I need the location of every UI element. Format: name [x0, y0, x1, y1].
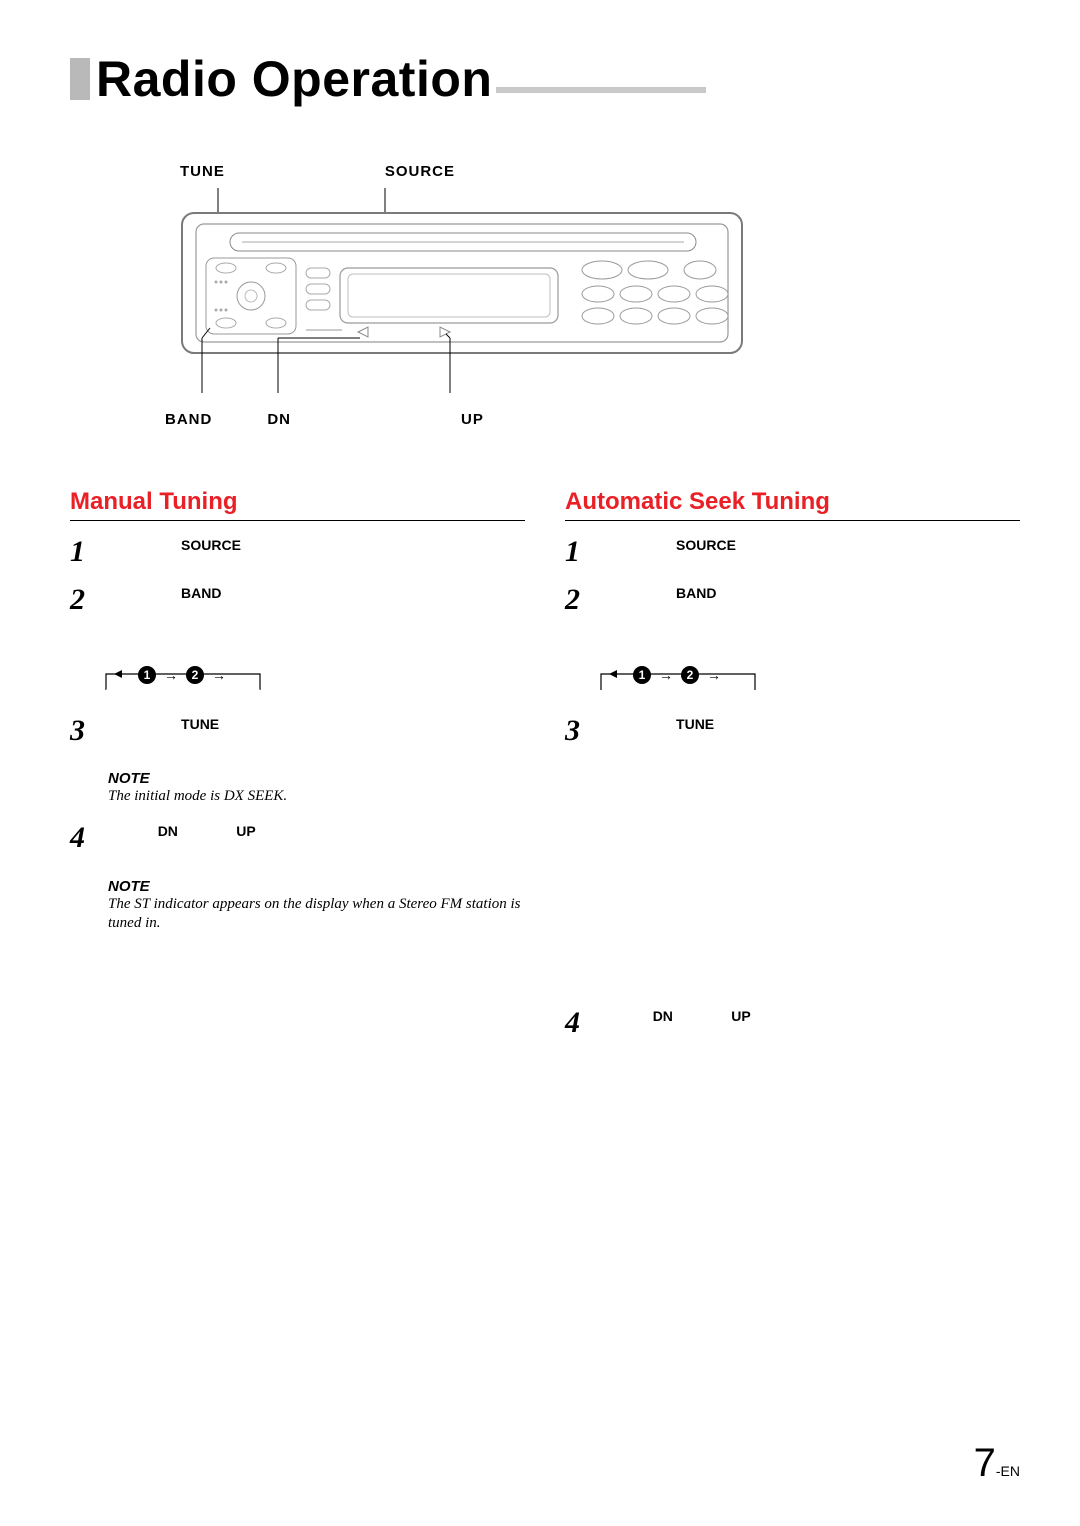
title-accent — [70, 58, 90, 100]
arrow-icon: → — [212, 667, 226, 683]
title-tail — [496, 87, 706, 93]
loop-2: 2 — [186, 666, 204, 684]
step-bold: DN — [653, 1008, 673, 1024]
arrow-icon: → — [707, 667, 721, 683]
step-bold: SOURCE — [181, 537, 241, 553]
callout-band: BAND — [165, 411, 212, 428]
radio-diagram — [70, 188, 1020, 403]
step-bold: UP — [731, 1008, 750, 1024]
arrow-icon: → — [164, 667, 178, 683]
page-title: Radio Operation — [96, 50, 492, 108]
callout-row-top: TUNE SOURCE — [70, 163, 1020, 180]
page-number: 7 — [974, 1441, 996, 1485]
step-bold: TUNE — [181, 716, 219, 732]
callout-up: UP — [461, 411, 484, 428]
step-num: 2 — [70, 583, 118, 644]
loop-1: 1 — [633, 666, 651, 684]
step-4: 4 Press DN or press UP to tune. — [70, 821, 525, 862]
step-bold: DN — [158, 823, 178, 839]
section-rule — [565, 520, 1020, 521]
step-bold: TUNE — [676, 716, 714, 732]
step-num: 2 — [565, 583, 613, 644]
step-bold: BAND — [181, 585, 221, 601]
manual-tuning-section: Manual Tuning 1 Press the SOURCE button … — [70, 488, 525, 1063]
auto-seek-section: Automatic Seek Tuning 1 Press the SOURCE… — [565, 488, 1020, 1063]
section-rule — [70, 520, 525, 521]
step-2: 2 Press the BAND button repeatedly until… — [70, 583, 525, 644]
auto-heading: Automatic Seek Tuning — [565, 488, 1020, 516]
page-suffix: -EN — [996, 1463, 1020, 1479]
callout-source: SOURCE — [385, 163, 455, 180]
step-num: 3 — [70, 714, 118, 755]
callout-dn: DN — [267, 411, 291, 428]
arrow-icon: → — [659, 667, 673, 683]
step-1: 1 Press the SOURCE button to select the … — [70, 535, 525, 567]
step-bold: BAND — [676, 585, 716, 601]
callout-tune: TUNE — [180, 163, 225, 180]
step-3: 3 Press the TUNE button to select manual… — [70, 714, 525, 755]
step-num: 4 — [565, 1006, 613, 1047]
band-loop: 1 → 2 → — [595, 662, 1020, 696]
band-loop: 1 → 2 → — [100, 662, 525, 696]
note-label: NOTE — [108, 878, 525, 895]
manual-heading: Manual Tuning — [70, 488, 525, 516]
note-label: NOTE — [108, 770, 525, 787]
callout-row-bottom: BAND DN UP — [70, 411, 1020, 428]
step-1: 1 Press the SOURCE button to select radi… — [565, 535, 1020, 567]
step-3: 3 Press the TUNE button to select seek m… — [565, 714, 1020, 856]
step-num: 4 — [70, 821, 118, 862]
title-row: Radio Operation — [70, 50, 1020, 108]
note-text: The initial mode is DX SEEK. — [108, 787, 525, 807]
step-num: 1 — [565, 535, 613, 567]
step-2: 2 Press the BAND button repeatedly until… — [565, 583, 1020, 644]
page-footer: 7-EN — [974, 1441, 1020, 1486]
step-bold: UP — [236, 823, 255, 839]
step-num: 1 — [70, 535, 118, 567]
step-num: 3 — [565, 714, 613, 856]
step-4: 4 Press DN or press UP to seek a station… — [565, 1006, 1020, 1047]
loop-1: 1 — [138, 666, 156, 684]
step-bold: SOURCE — [676, 537, 736, 553]
loop-2: 2 — [681, 666, 699, 684]
note-text: The ST indicator appears on the display … — [108, 895, 525, 934]
